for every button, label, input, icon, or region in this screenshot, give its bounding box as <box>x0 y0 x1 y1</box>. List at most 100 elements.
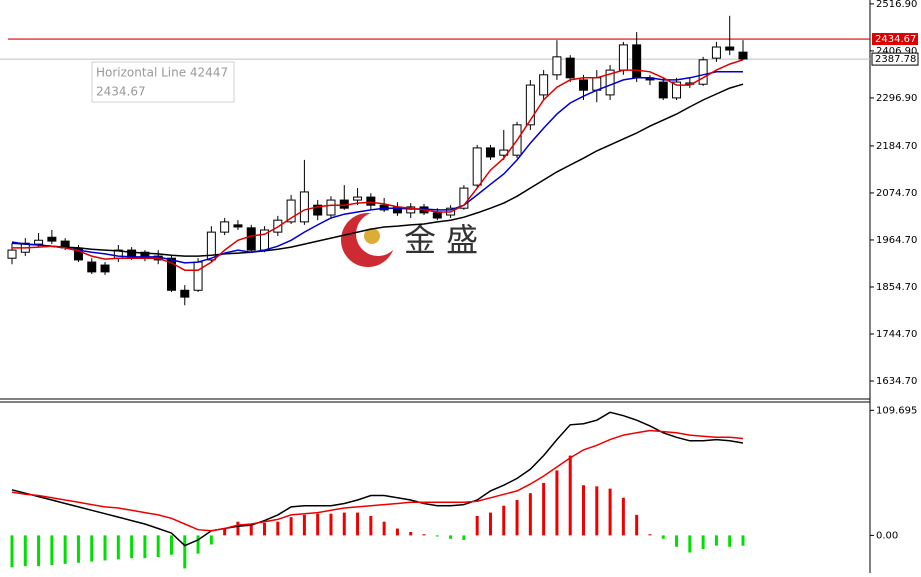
histogram-bar <box>10 535 14 568</box>
candle-body <box>180 289 190 298</box>
candle-body <box>459 187 469 209</box>
histogram-bar <box>714 535 718 546</box>
histogram-bar <box>488 512 492 536</box>
candle-body <box>605 69 615 96</box>
histogram-bar <box>209 535 213 545</box>
candle-body <box>366 196 376 206</box>
candle-body <box>565 57 575 79</box>
candle-body <box>406 206 416 214</box>
candle-body <box>485 147 495 158</box>
candle-body <box>286 199 296 223</box>
y-tick-label: 2074.70 <box>876 188 917 199</box>
y-tick-label: 2406.90 <box>876 46 917 57</box>
price-label: 2387.78 <box>875 54 916 65</box>
candle-body <box>34 239 44 245</box>
histogram-bar <box>582 485 586 536</box>
candle-body <box>220 221 230 233</box>
candle-body <box>618 44 628 71</box>
histogram-bar <box>608 488 612 536</box>
histogram-bar <box>329 513 333 536</box>
candle-body <box>632 44 642 79</box>
histogram-bar <box>223 528 227 536</box>
indicator-line <box>11 429 744 532</box>
candle-body <box>525 84 535 126</box>
watermark-text: 金 盛 <box>404 221 478 259</box>
hline-label: 2434.67 <box>875 34 916 45</box>
y-tick-label: 2296.90 <box>876 93 917 104</box>
histogram-bar <box>528 493 532 536</box>
candle-body <box>246 227 256 251</box>
histogram-bar <box>688 535 692 553</box>
histogram-bar <box>116 535 120 560</box>
histogram-bar <box>502 505 506 536</box>
histogram-bar <box>675 535 679 547</box>
histogram-bar <box>143 535 147 559</box>
histogram-bar <box>103 535 107 561</box>
candle-body <box>100 264 110 273</box>
candle-body <box>472 147 482 186</box>
histogram-bar <box>621 497 625 536</box>
histogram-bar <box>635 514 639 536</box>
histogram-bar <box>23 535 27 567</box>
histogram-bar <box>701 535 705 550</box>
histogram-bar <box>409 531 413 536</box>
histogram-bar <box>661 535 665 539</box>
candle-body <box>7 249 17 259</box>
histogram-bar <box>302 514 306 536</box>
candle-body <box>711 46 721 59</box>
histogram-bar <box>568 455 572 536</box>
watermark-logo <box>341 212 400 267</box>
y-tick-label: 0.00 <box>876 530 898 541</box>
histogram-bar <box>289 517 293 536</box>
histogram-bar <box>169 535 173 555</box>
candle-body <box>539 74 549 96</box>
candle-body <box>432 212 442 219</box>
candle-body <box>233 224 243 228</box>
histogram-bar <box>316 513 320 536</box>
candle-body <box>552 56 562 76</box>
indicator-line <box>11 411 744 547</box>
histogram-bar <box>249 523 253 536</box>
y-tick-label: 109.695 <box>876 405 917 416</box>
candle-body <box>87 261 97 273</box>
histogram-bar <box>196 535 200 554</box>
histogram-bar <box>76 535 80 563</box>
y-tick-label: 2184.70 <box>876 141 917 152</box>
candle-body <box>725 46 735 51</box>
histogram-bar <box>595 486 599 536</box>
histogram-bar <box>395 528 399 536</box>
candle-body <box>738 51 748 60</box>
y-tick-label: 1634.70 <box>876 376 917 387</box>
indicator-line <box>12 59 744 271</box>
candle-body <box>658 81 668 99</box>
y-tick-label: 1964.70 <box>876 235 917 246</box>
histogram-bar <box>369 516 373 536</box>
histogram-bar <box>263 522 267 536</box>
price-label-bg <box>871 52 919 66</box>
histogram-bar <box>130 535 134 559</box>
histogram-bar <box>648 534 652 536</box>
tooltip-name: Horizontal Line 42447 <box>96 66 228 80</box>
histogram-bar <box>435 535 439 537</box>
indicator-line <box>11 83 744 257</box>
candle-body <box>326 199 336 216</box>
hline-label-bg <box>872 33 918 46</box>
logo-ball <box>364 228 380 244</box>
candle-body <box>579 79 589 91</box>
histogram-bar <box>236 521 240 536</box>
histogram-bar <box>728 535 732 547</box>
candle-body <box>313 204 323 216</box>
histogram-bar <box>50 535 54 566</box>
histogram-bar <box>63 535 67 564</box>
histogram-bar <box>555 470 559 536</box>
histogram-bar <box>37 535 41 567</box>
histogram-bar <box>741 535 745 546</box>
histogram-bar <box>276 521 280 536</box>
indicator-line <box>11 71 743 264</box>
histogram-bar <box>462 535 466 540</box>
candle-body <box>698 59 708 85</box>
histogram-bar <box>183 535 187 569</box>
y-tick-label: 1854.70 <box>876 282 917 293</box>
histogram-bar <box>342 512 346 536</box>
